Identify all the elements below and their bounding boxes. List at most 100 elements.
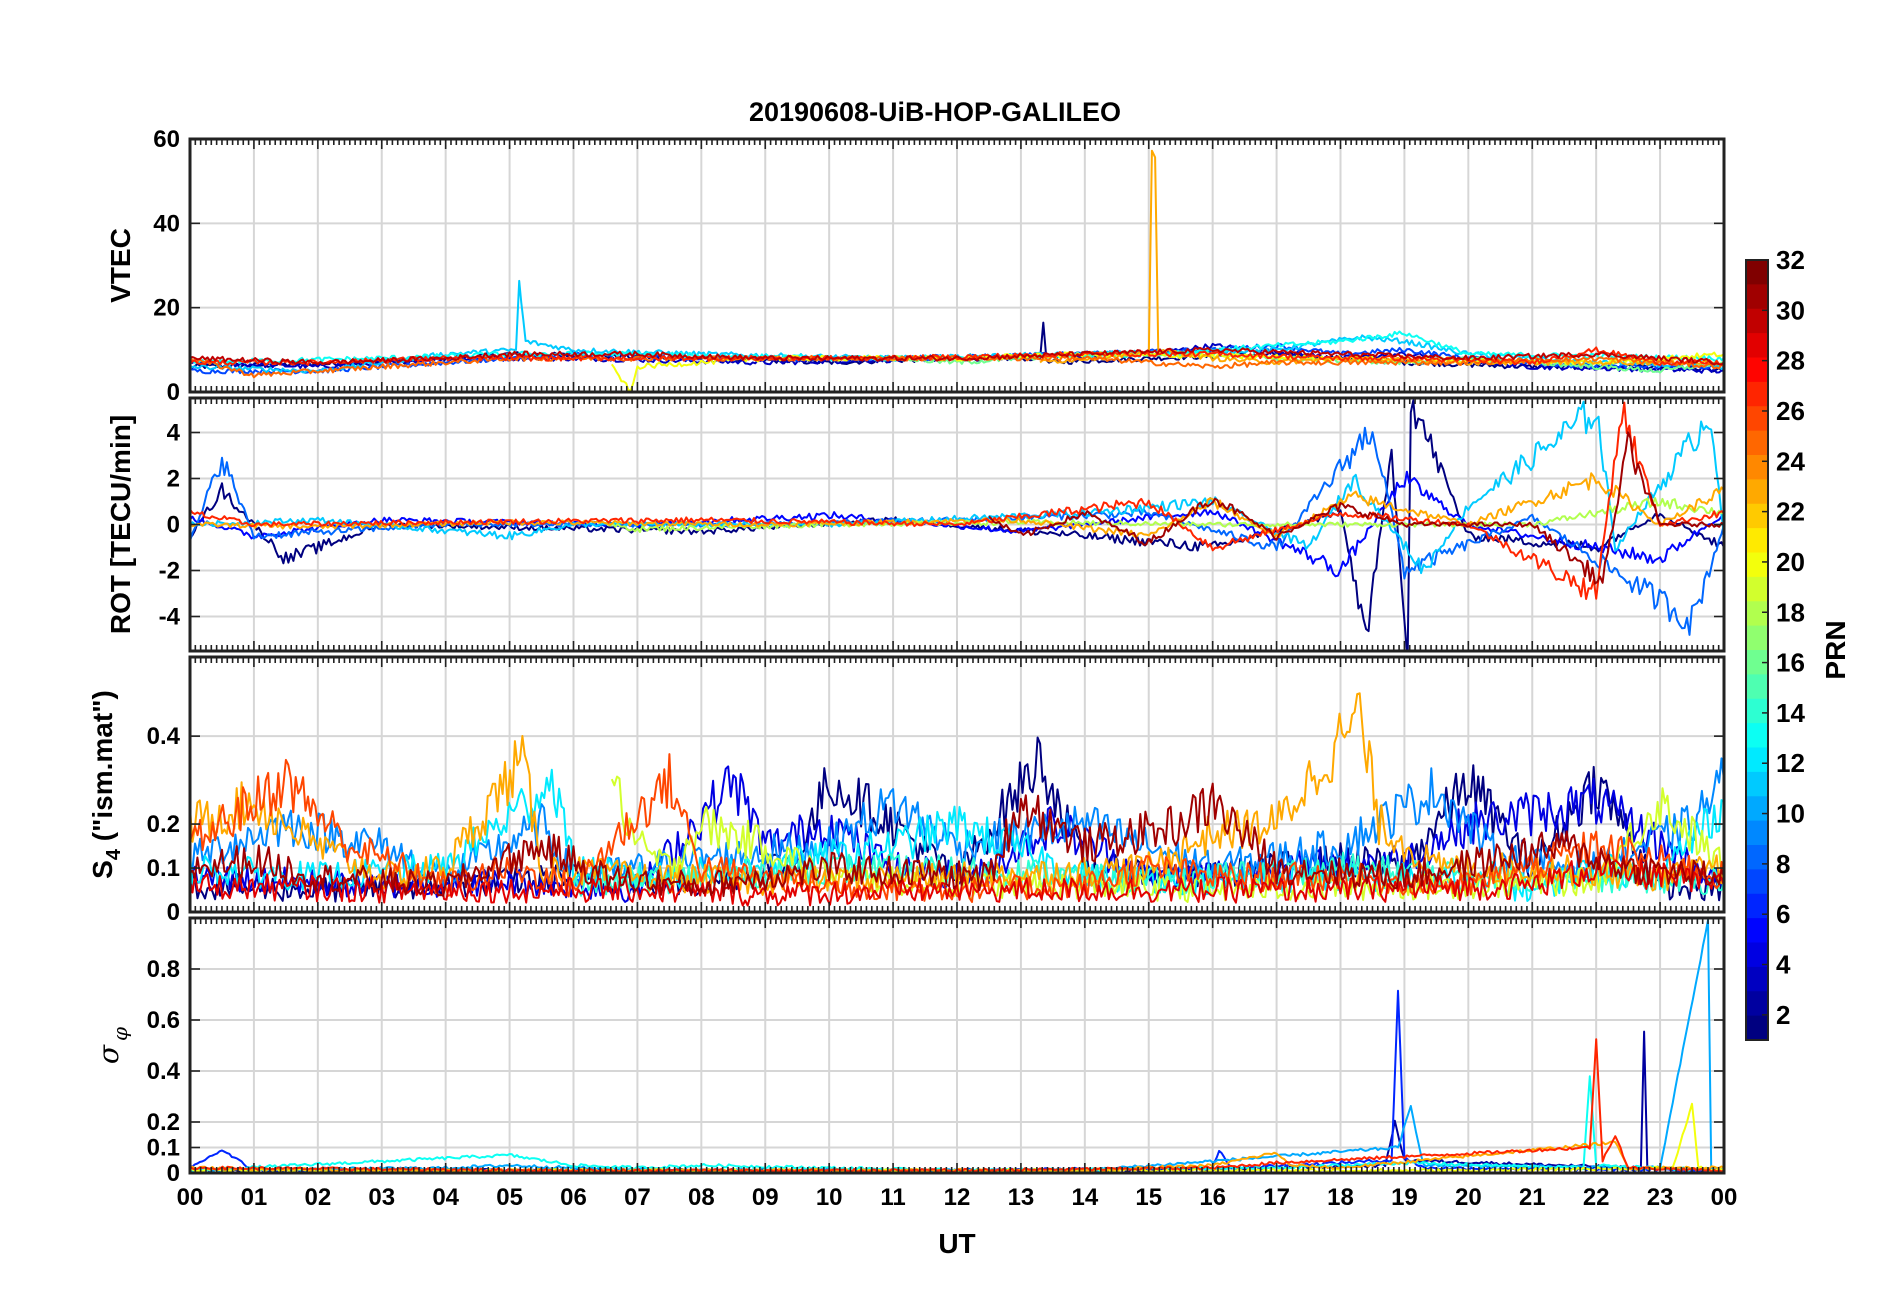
colorbar-cell — [1746, 333, 1768, 359]
x-tick-label: 10 — [816, 1184, 843, 1211]
y-axis-label-s4: S4 ("ism.mat") — [87, 690, 125, 879]
colorbar-cell — [1746, 479, 1768, 505]
ticks-s4 — [189, 657, 1725, 913]
series-line-prn-23 — [1039, 149, 1724, 366]
colorbar-cell — [1746, 650, 1768, 675]
colorbar-cell — [1746, 455, 1768, 480]
colorbar-tick-label: 8 — [1776, 849, 1790, 879]
y-tick-label: 0.6 — [147, 1007, 180, 1034]
series-line-prn-26 — [190, 753, 1724, 903]
colorbar-cell — [1746, 601, 1768, 627]
ticks-vtec — [189, 138, 1725, 393]
y-tick-label: -4 — [159, 604, 181, 631]
y-tick-label: 2 — [167, 466, 180, 493]
colorbar-tick-label: 2 — [1776, 1000, 1790, 1030]
y-tick-label: 60 — [153, 126, 180, 153]
colorbar-cell — [1746, 869, 1768, 895]
y-tick-label: 4 — [167, 420, 181, 447]
colorbar-tick-label: 20 — [1776, 547, 1805, 577]
series-line-prn-31 — [190, 782, 1724, 898]
colorbar-cell — [1746, 625, 1768, 651]
y-tick-label: 0 — [167, 512, 180, 539]
colorbar-cell — [1746, 308, 1768, 334]
colorbar-tick-label: 12 — [1776, 748, 1805, 778]
series-group-rot — [190, 399, 1724, 651]
grid-sigma — [190, 918, 1724, 1174]
series-group-vtec — [190, 149, 1724, 392]
colorbar-tick-label: 6 — [1776, 899, 1790, 929]
colorbar-tick-label: 24 — [1776, 446, 1805, 476]
colorbar-cell — [1746, 406, 1768, 432]
x-tick-label: 16 — [1199, 1184, 1226, 1211]
colorbar-cell — [1746, 771, 1768, 797]
colorbar-tick-label: 16 — [1776, 648, 1805, 678]
series-group-s4 — [190, 692, 1724, 907]
x-tick-label: 19 — [1391, 1184, 1418, 1211]
colorbar-cell — [1746, 942, 1768, 968]
x-tick-label: 20 — [1455, 1184, 1482, 1211]
colorbar-tick-label: 14 — [1776, 698, 1805, 728]
x-tick-label: 17 — [1263, 1184, 1290, 1211]
x-tick-label: 11 — [880, 1184, 905, 1211]
chart-title: 20190608-UiB-HOP-GALILEO — [749, 97, 1121, 127]
y-axis-label-vtec: VTEC — [105, 228, 136, 303]
panel-sigma: 00.10.2 0.4 0.6 0.8 σφ 00 01 02 03 04 05 06 07 08 09 10… — [92, 916, 1737, 1211]
colorbar-cell — [1746, 260, 1768, 285]
x-tick-label: 12 — [944, 1184, 971, 1211]
y-tick-label: 0 — [167, 1160, 180, 1187]
colorbar-cell — [1746, 966, 1768, 992]
x-tick-label: 22 — [1583, 1184, 1610, 1211]
series-line-prn-31 — [988, 431, 1724, 585]
colorbar-cell — [1746, 284, 1768, 310]
y-tick-label: 0 — [167, 899, 180, 926]
colorbar-tick-label: 4 — [1776, 950, 1791, 980]
y-tick-label: 0 — [167, 379, 180, 406]
y-tick-label: 0.4 — [147, 1058, 181, 1085]
x-tick-label: 04 — [432, 1184, 459, 1211]
y-axis-label-sigma: σφ — [92, 1027, 132, 1064]
colorbar-cell — [1746, 1015, 1768, 1041]
colorbar-cell — [1746, 674, 1768, 700]
x-tick-label: 07 — [624, 1184, 651, 1211]
y-tick-label: 20 — [153, 295, 180, 322]
x-tick-label: 15 — [1135, 1184, 1162, 1211]
colorbar-tick-label: 30 — [1776, 295, 1805, 325]
panel-vtec: 0 20 40 60 VTEC — [105, 126, 1726, 406]
x-tick-label: 01 — [241, 1184, 268, 1211]
colorbar-cell — [1746, 381, 1768, 407]
x-tick-label: 08 — [688, 1184, 715, 1211]
y-tick-label: 0.2 — [147, 1109, 180, 1136]
series-line-prn-11 — [190, 400, 1724, 575]
x-tick-label: 13 — [1008, 1184, 1035, 1211]
series-line-prn-27 — [190, 401, 1724, 600]
colorbar-cell — [1746, 991, 1768, 1017]
colorbar-cell — [1746, 357, 1768, 383]
colorbar-tick-label: 10 — [1776, 799, 1805, 829]
colorbar-frame — [1745, 259, 1769, 1041]
colorbar-cell — [1746, 528, 1768, 554]
y-tick-label: 0.4 — [147, 723, 181, 750]
y-tick-label: 0.1 — [147, 855, 180, 882]
series-line-prn-18 — [604, 497, 1724, 533]
x-tick-label: 14 — [1071, 1184, 1098, 1211]
x-tick-label: 06 — [560, 1184, 587, 1211]
x-tick-label: 05 — [496, 1184, 523, 1211]
colorbar-cell — [1746, 503, 1768, 529]
x-tick-label: 02 — [304, 1184, 331, 1211]
colorbar-cell — [1746, 845, 1768, 870]
colorbar-cell — [1746, 430, 1768, 456]
series-line-prn-23 — [190, 692, 1724, 896]
x-tick-label: 03 — [368, 1184, 395, 1211]
colorbar-tick-label: 32 — [1776, 245, 1805, 275]
x-tick-label: 00 — [177, 1184, 204, 1211]
y-tick-label: -2 — [159, 558, 180, 585]
colorbar-tick-label: 26 — [1776, 396, 1805, 426]
colorbar-tick-label: 28 — [1776, 346, 1805, 376]
y-tick-label: 40 — [153, 210, 180, 237]
series-line-prn-30 — [190, 346, 1724, 366]
colorbar-label: PRN — [1820, 620, 1851, 679]
x-tick-label: 18 — [1327, 1184, 1354, 1211]
series-line-prn-19 — [610, 775, 1724, 903]
